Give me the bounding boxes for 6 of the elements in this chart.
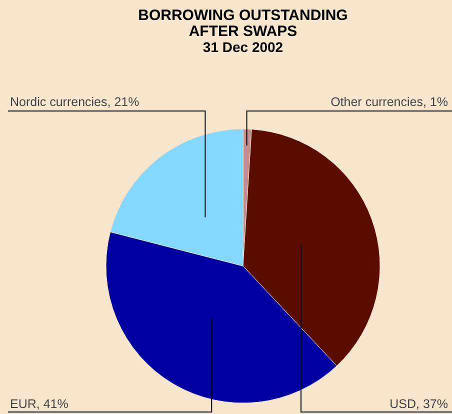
slice-label: USD, 37%	[390, 397, 448, 411]
chart-subtitle: 31 Dec 2002	[202, 39, 284, 55]
slice-label: EUR, 41%	[10, 397, 68, 411]
chart-title: BORROWING OUTSTANDING AFTER SWAPS	[138, 7, 348, 40]
slice-label: Nordic currencies, 21%	[10, 95, 140, 109]
slice-label: Other currencies, 1%	[330, 95, 448, 109]
